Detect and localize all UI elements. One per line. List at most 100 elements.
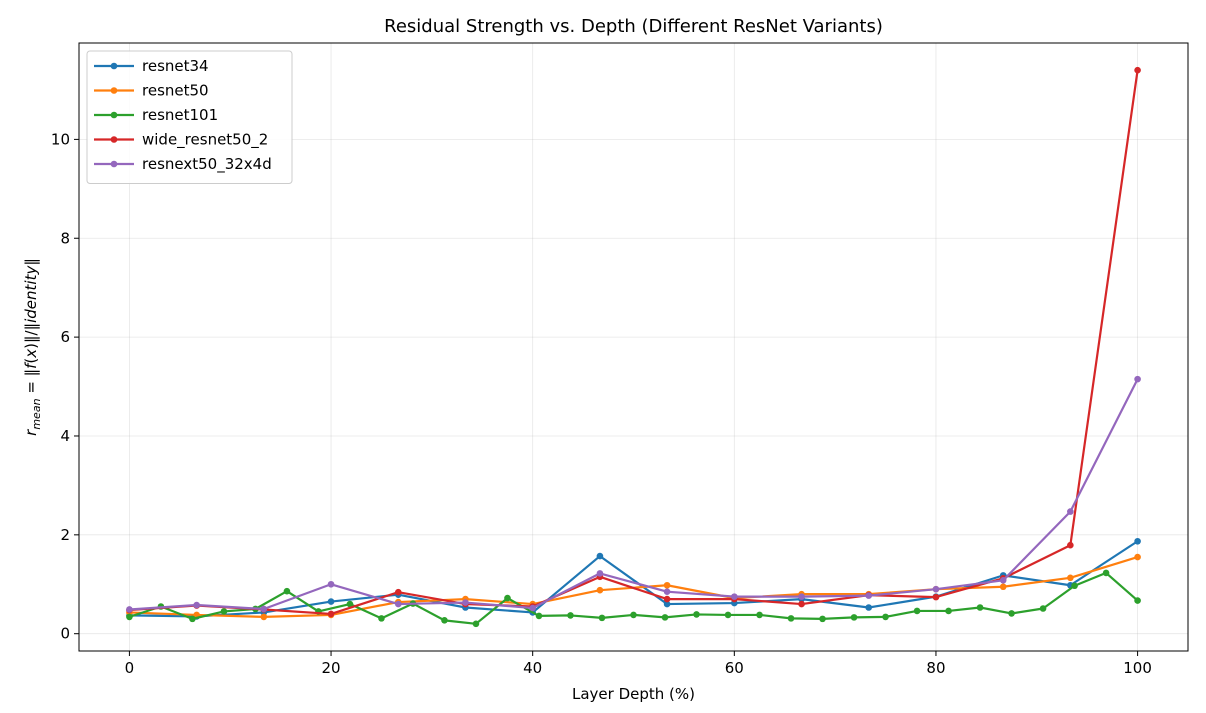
legend-marker: [110, 136, 118, 143]
legend-label: resnet101: [142, 106, 218, 124]
data-point: [394, 600, 402, 608]
data-point: [1134, 66, 1141, 74]
data-point: [189, 615, 196, 623]
x-tick-label: 100: [1123, 659, 1152, 677]
data-point: [378, 615, 385, 622]
data-point: [193, 601, 200, 609]
data-point: [798, 593, 805, 600]
data-point: [462, 599, 469, 606]
legend-marker: [110, 111, 118, 119]
chart-title: Residual Strength vs. Depth (Different R…: [384, 16, 883, 37]
legend-box: [86, 50, 293, 184]
legend-label: wide_resnet50_2: [142, 131, 268, 150]
plot-frame: [78, 42, 1189, 652]
legend-marker: [110, 87, 118, 94]
series-line: [129, 378, 1139, 611]
data-point: [283, 587, 291, 595]
series-line: [129, 540, 1139, 618]
y-tick-label: 10: [51, 130, 70, 148]
data-point: [999, 577, 1007, 584]
x-axis-label: Layer Depth (%): [572, 685, 695, 703]
data-point: [731, 593, 738, 600]
data-point: [327, 610, 335, 618]
y-axis-label: rmean = ‖f(x)‖/‖identity‖: [22, 258, 43, 436]
data-point: [724, 611, 732, 619]
data-point: [976, 604, 984, 611]
data-point: [596, 570, 604, 577]
data-point: [1008, 610, 1015, 617]
data-point: [596, 586, 604, 594]
data-point: [327, 580, 335, 588]
data-point: [1102, 569, 1110, 577]
x-tick-label: 60: [725, 659, 744, 677]
data-point: [663, 588, 671, 595]
series-group: [126, 66, 1141, 628]
data-point: [663, 581, 671, 589]
series-resnet34: [126, 537, 1141, 620]
data-point: [1134, 553, 1141, 561]
data-point: [865, 592, 873, 599]
data-point: [535, 612, 543, 620]
data-point: [661, 614, 669, 621]
data-point: [346, 600, 354, 608]
legend-item: resnet101: [94, 106, 218, 124]
data-point: [394, 588, 402, 596]
legend-marker: [110, 62, 118, 70]
data-point: [472, 620, 480, 628]
legend: resnet34 resnet50 resnet101 wide_resnet50_2…: [86, 50, 293, 184]
data-point: [882, 613, 889, 621]
data-point: [529, 604, 536, 612]
data-point: [798, 600, 805, 608]
data-point: [663, 600, 671, 608]
x-tick-label: 20: [321, 659, 340, 677]
legend-item: resnet50: [94, 82, 209, 100]
data-point: [945, 607, 952, 615]
legend-item: resnext50_32x4d: [94, 155, 272, 174]
legend-item: wide_resnet50_2: [94, 131, 268, 150]
axis-ticks: 0 20 40 60 80 100 0 2 4 6 8 10: [51, 130, 1152, 677]
data-point: [913, 607, 921, 615]
data-point: [663, 595, 671, 603]
legend-item: resnet34: [94, 57, 209, 75]
data-point: [441, 617, 448, 624]
data-point: [932, 585, 940, 593]
data-point: [693, 611, 700, 618]
data-point: [504, 594, 511, 602]
data-point: [327, 598, 335, 605]
data-point: [1067, 574, 1074, 582]
data-point: [756, 611, 763, 619]
data-point: [1067, 508, 1074, 515]
x-tick-label: 80: [926, 659, 945, 677]
y-tick-label: 8: [60, 229, 70, 247]
data-point: [596, 552, 604, 560]
series-resnet101: [126, 569, 1141, 628]
x-tick-label: 40: [523, 659, 542, 677]
data-point: [850, 614, 858, 621]
data-point: [630, 611, 637, 619]
y-tick-label: 4: [60, 427, 70, 445]
data-point: [1039, 605, 1047, 612]
data-point: [819, 615, 826, 623]
x-tick-label: 0: [125, 659, 135, 677]
legend-marker: [110, 160, 118, 168]
data-point: [932, 593, 940, 601]
legend-label: resnext50_32x4d: [142, 155, 272, 174]
data-point: [260, 605, 268, 613]
data-point: [1134, 375, 1141, 383]
data-point: [999, 583, 1007, 591]
y-tick-label: 2: [60, 526, 70, 544]
data-point: [865, 604, 873, 611]
data-point: [787, 615, 795, 622]
data-point: [1071, 582, 1078, 590]
y-tick-label: 0: [60, 625, 70, 643]
data-point: [126, 606, 133, 613]
data-point: [260, 613, 268, 621]
series-line: [129, 70, 1139, 616]
y-tick-label: 6: [60, 328, 70, 346]
legend-label: resnet50: [142, 82, 209, 100]
data-point: [1134, 597, 1141, 604]
legend-label: resnet34: [142, 57, 209, 75]
data-point: [1067, 541, 1074, 549]
